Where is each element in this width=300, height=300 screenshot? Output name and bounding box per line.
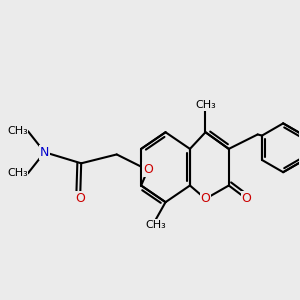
Text: CH₃: CH₃ bbox=[7, 168, 28, 178]
Text: CH₃: CH₃ bbox=[145, 220, 166, 230]
Text: O: O bbox=[200, 192, 210, 205]
Text: O: O bbox=[75, 192, 85, 205]
Text: CH₃: CH₃ bbox=[7, 126, 28, 136]
Text: N: N bbox=[40, 146, 49, 159]
Text: O: O bbox=[242, 192, 251, 205]
Text: CH₃: CH₃ bbox=[195, 100, 216, 110]
Text: O: O bbox=[143, 164, 153, 176]
